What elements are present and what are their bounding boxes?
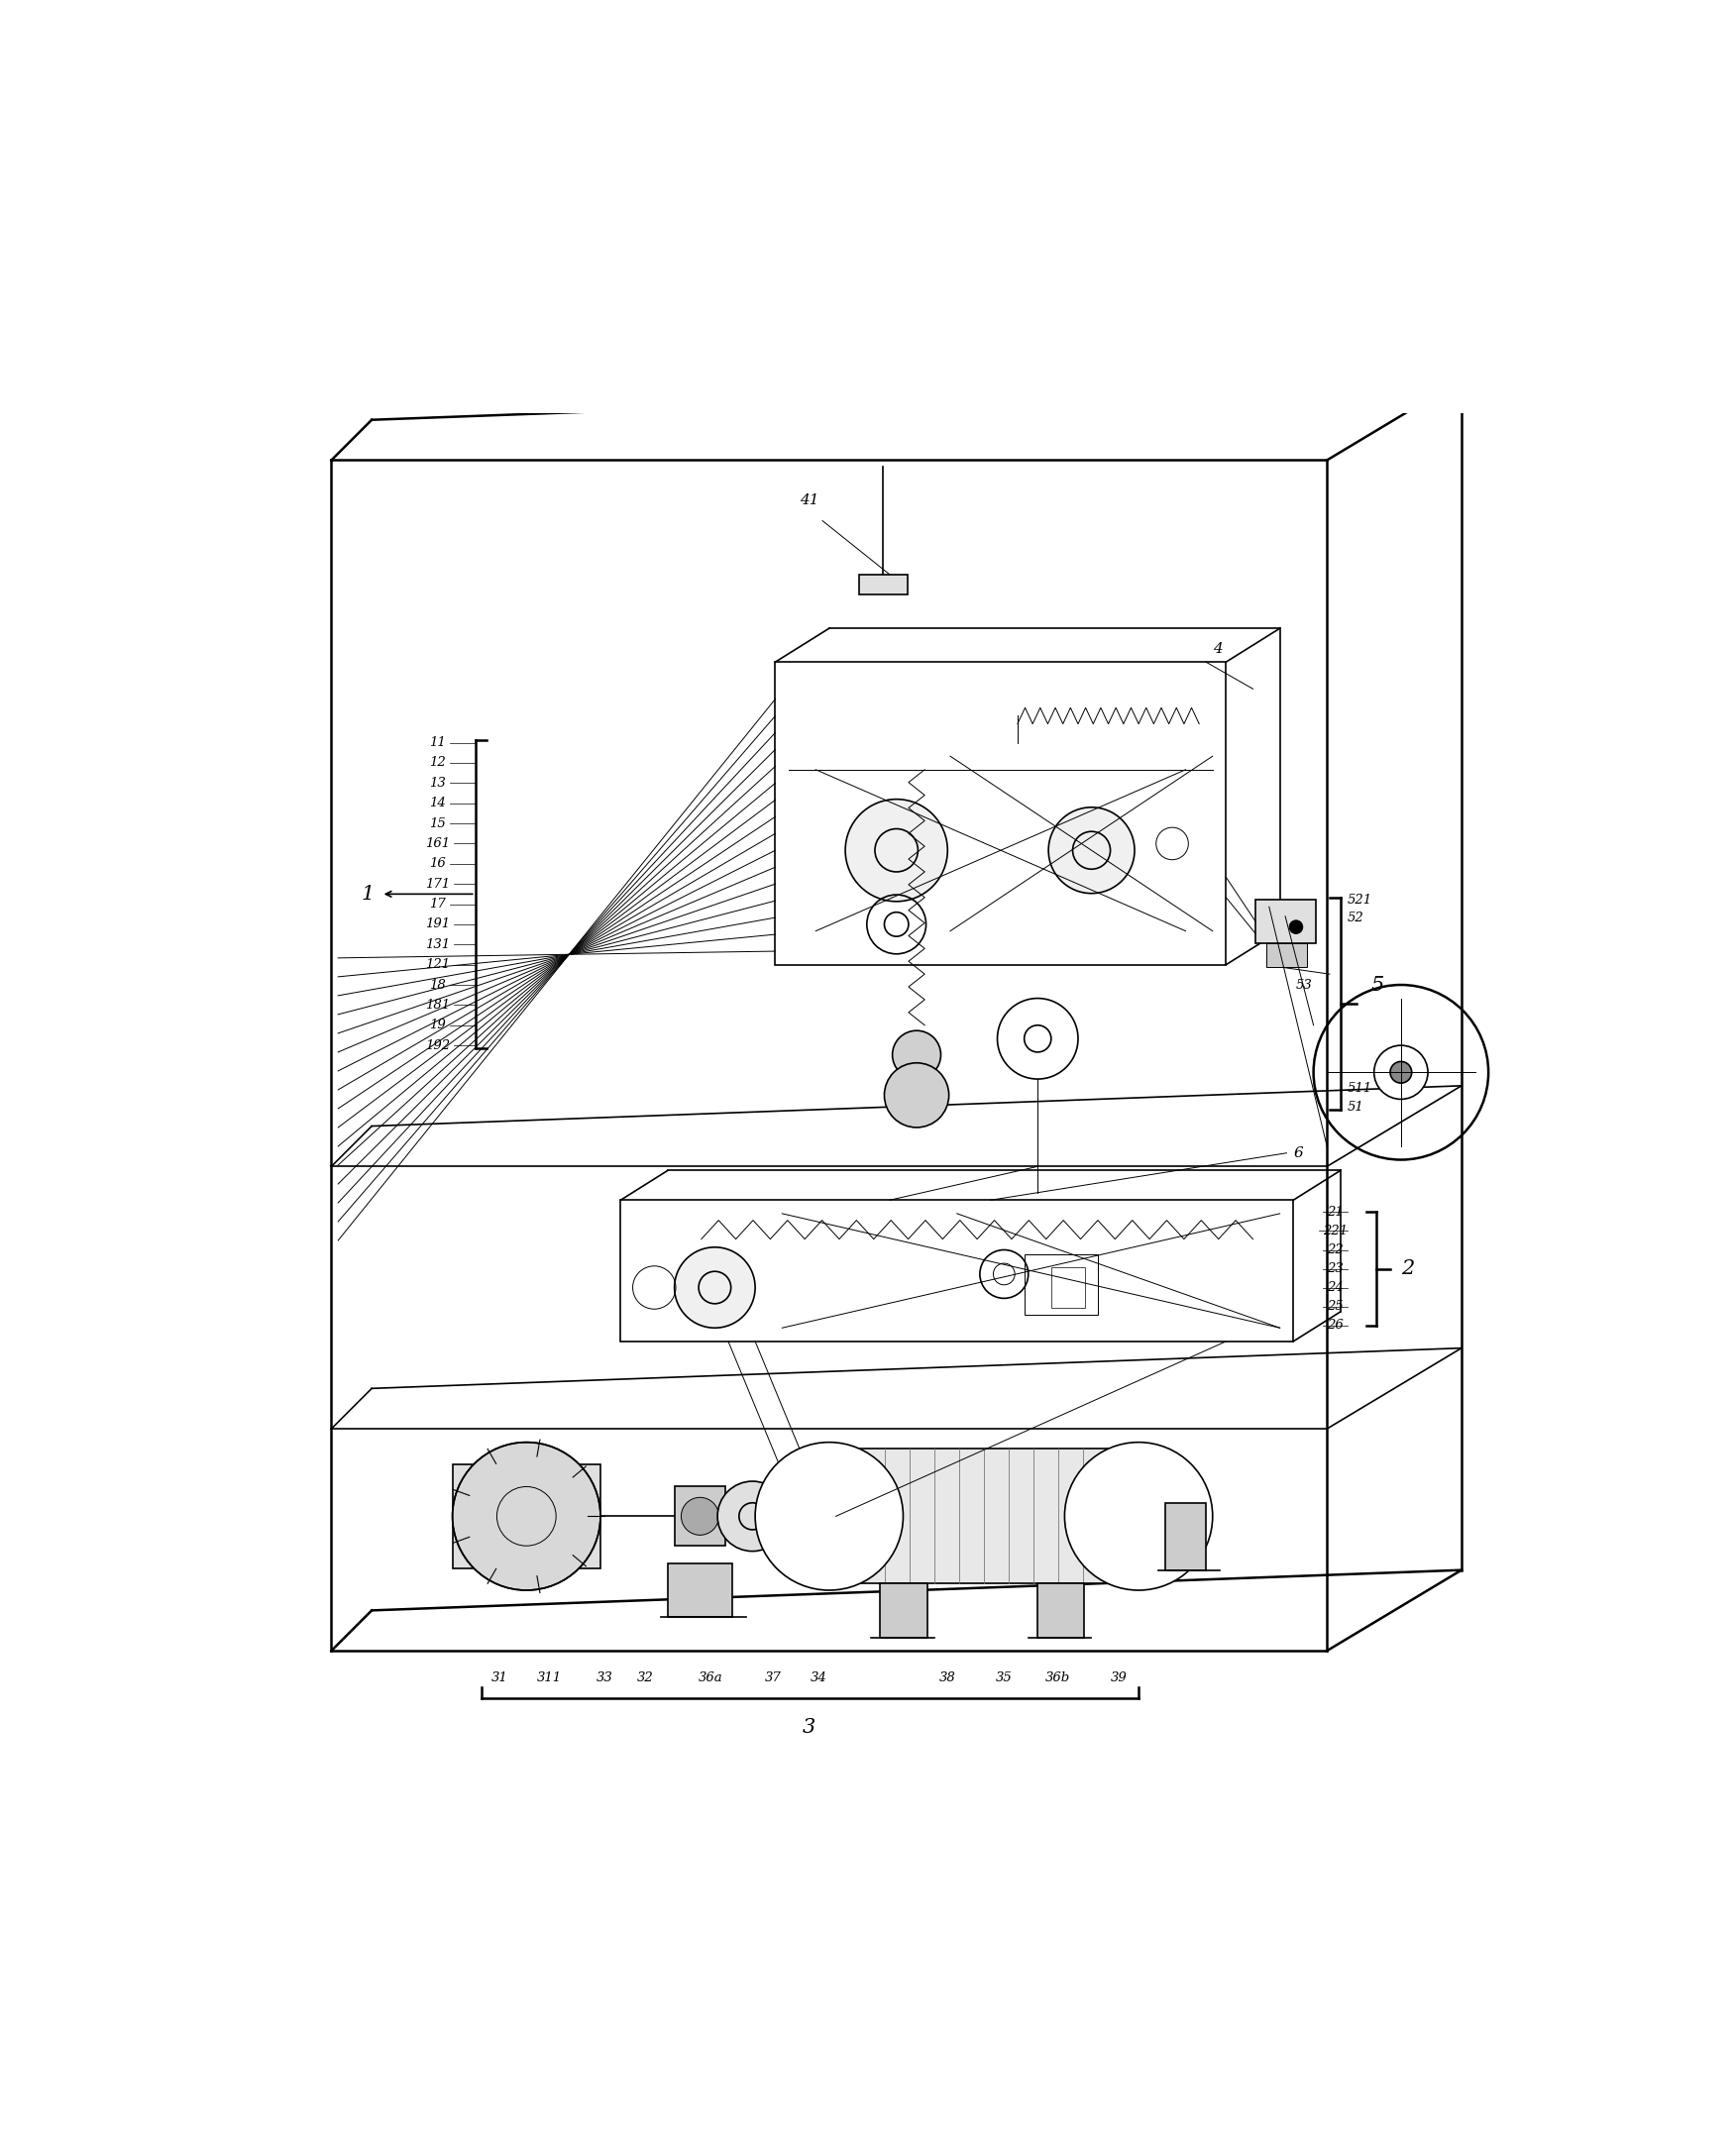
Circle shape bbox=[1375, 1045, 1427, 1099]
Text: 14: 14 bbox=[429, 798, 446, 811]
Text: 12: 12 bbox=[429, 757, 446, 770]
Text: 21: 21 bbox=[1326, 1206, 1344, 1219]
Bar bbox=[880, 1585, 927, 1638]
Text: 521: 521 bbox=[1347, 894, 1371, 907]
Bar bbox=[1024, 1253, 1099, 1314]
Text: 192: 192 bbox=[425, 1038, 450, 1051]
Text: 6: 6 bbox=[1293, 1146, 1304, 1161]
Circle shape bbox=[1064, 1443, 1212, 1591]
Text: 311: 311 bbox=[536, 1671, 562, 1683]
Text: 11: 11 bbox=[429, 735, 446, 748]
Bar bbox=[1165, 1503, 1207, 1570]
Circle shape bbox=[681, 1496, 719, 1535]
Circle shape bbox=[845, 800, 948, 901]
Text: 171: 171 bbox=[425, 877, 450, 890]
Text: 52: 52 bbox=[1347, 912, 1364, 924]
Bar bbox=[1050, 1266, 1085, 1307]
Text: 13: 13 bbox=[429, 776, 446, 789]
Bar bbox=[668, 1563, 733, 1617]
Text: 25: 25 bbox=[1326, 1301, 1344, 1314]
Circle shape bbox=[884, 1062, 950, 1127]
Text: 51: 51 bbox=[1347, 1101, 1364, 1114]
Text: 32: 32 bbox=[637, 1671, 653, 1683]
Text: 36b: 36b bbox=[1045, 1671, 1071, 1683]
Bar bbox=[1267, 944, 1307, 968]
Text: 18: 18 bbox=[429, 978, 446, 991]
Text: 161: 161 bbox=[425, 836, 450, 849]
Bar bbox=[776, 662, 1226, 965]
Text: 5: 5 bbox=[1371, 976, 1385, 993]
Text: 19: 19 bbox=[429, 1019, 446, 1032]
Text: 181: 181 bbox=[425, 998, 450, 1010]
Text: 39: 39 bbox=[1109, 1671, 1127, 1683]
Circle shape bbox=[453, 1443, 601, 1591]
Text: 53: 53 bbox=[1297, 978, 1312, 991]
Text: 24: 24 bbox=[1326, 1281, 1344, 1294]
Text: 191: 191 bbox=[425, 918, 450, 931]
Text: 221: 221 bbox=[1323, 1226, 1347, 1238]
Text: 37: 37 bbox=[764, 1671, 781, 1683]
Bar bbox=[1255, 901, 1316, 944]
Text: 36a: 36a bbox=[698, 1671, 722, 1683]
Text: 23: 23 bbox=[1326, 1262, 1344, 1275]
Text: 16: 16 bbox=[429, 858, 446, 871]
Text: 34: 34 bbox=[811, 1671, 826, 1683]
Text: 4: 4 bbox=[1212, 641, 1222, 656]
Bar bbox=[453, 1464, 601, 1567]
Text: 2: 2 bbox=[1401, 1260, 1415, 1277]
Text: 131: 131 bbox=[425, 937, 450, 950]
Circle shape bbox=[892, 1030, 941, 1079]
Circle shape bbox=[755, 1443, 903, 1591]
Text: 15: 15 bbox=[429, 817, 446, 830]
Circle shape bbox=[1290, 920, 1302, 933]
Circle shape bbox=[1049, 806, 1135, 894]
Text: 1: 1 bbox=[361, 884, 375, 903]
Bar bbox=[835, 1449, 1132, 1585]
Circle shape bbox=[674, 1247, 755, 1329]
Text: 3: 3 bbox=[802, 1718, 816, 1737]
Text: 35: 35 bbox=[996, 1671, 1012, 1683]
Text: 31: 31 bbox=[491, 1671, 509, 1683]
Text: 38: 38 bbox=[939, 1671, 957, 1683]
Text: 121: 121 bbox=[425, 959, 450, 972]
Text: 22: 22 bbox=[1326, 1243, 1344, 1256]
Circle shape bbox=[996, 998, 1078, 1079]
Text: 17: 17 bbox=[429, 899, 446, 912]
Text: 26: 26 bbox=[1326, 1318, 1344, 1331]
Circle shape bbox=[1391, 1062, 1411, 1084]
Text: 41: 41 bbox=[799, 495, 819, 507]
Circle shape bbox=[717, 1481, 788, 1550]
Text: 33: 33 bbox=[595, 1671, 613, 1683]
Text: 511: 511 bbox=[1347, 1081, 1371, 1094]
Bar bbox=[620, 1200, 1293, 1342]
Circle shape bbox=[793, 1490, 847, 1544]
Bar bbox=[859, 574, 908, 596]
Bar bbox=[1036, 1585, 1085, 1638]
Bar bbox=[674, 1486, 726, 1546]
